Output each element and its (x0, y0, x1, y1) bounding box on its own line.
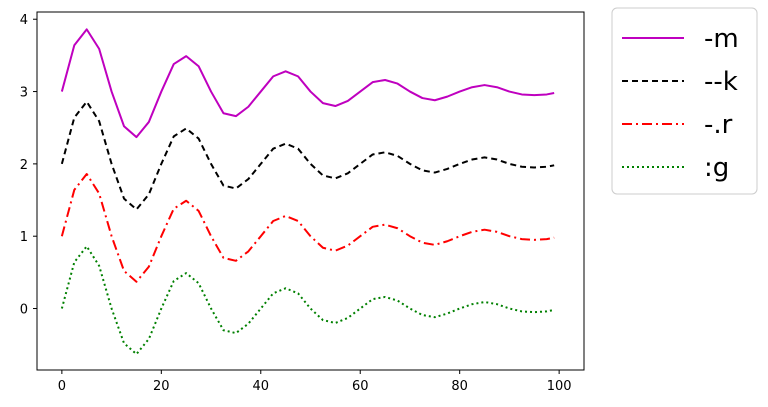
legend-label-2: --k (704, 67, 738, 97)
series-line-4 (60, 245, 555, 356)
x-tick-label: 0 (58, 379, 66, 394)
series-line-2 (60, 100, 555, 211)
legend-box (611, 7, 758, 195)
y-tick-label: 4 (20, 13, 28, 28)
x-tick-label: 80 (451, 379, 468, 394)
y-tick-label: 2 (20, 158, 28, 173)
y-tick-label: 0 (20, 303, 28, 318)
x-tick-label: 40 (252, 379, 269, 394)
legend: -m --k -.r :g (611, 7, 758, 195)
axis-ticks: 0 20 40 60 80 100 0 1 2 3 4 (20, 13, 572, 394)
series-line-1 (60, 28, 555, 139)
series-lines (60, 28, 555, 356)
plot-area-frame (36, 11, 585, 371)
series-line-3 (60, 173, 555, 283)
y-tick-label: 3 (20, 86, 28, 101)
x-tick-label: 60 (352, 379, 369, 394)
x-tick-label: 100 (547, 379, 572, 394)
legend-label-3: -.r (704, 110, 733, 140)
x-tick-label: 20 (153, 379, 170, 394)
y-tick-label: 1 (20, 230, 28, 245)
legend-label-4: :g (704, 153, 729, 183)
legend-label-1: -m (704, 24, 739, 54)
